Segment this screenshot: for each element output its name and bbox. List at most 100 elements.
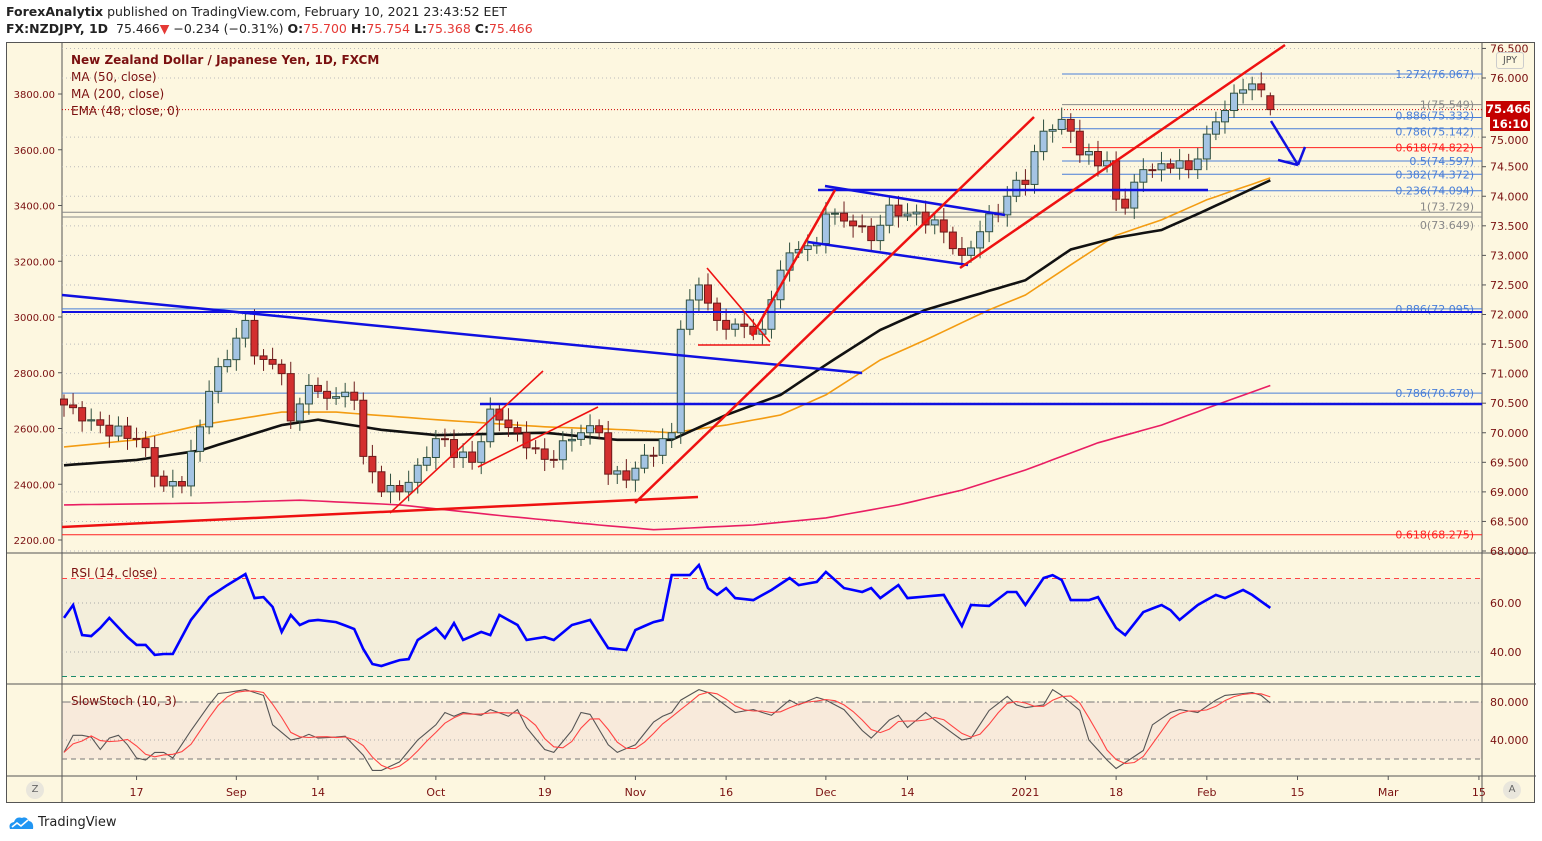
candle-body [186,450,195,487]
candle-body [404,481,413,493]
candle-body [613,470,622,475]
candle-body [1266,95,1275,111]
brand-name: TradingView [38,815,117,830]
time-axis-label: Oct [426,786,446,799]
candle [1003,186,1012,227]
candle [177,476,186,494]
candle-body [350,391,359,401]
candle [1130,174,1139,219]
candle-body [667,432,676,440]
candle [885,195,894,234]
candle [667,422,676,448]
candle-body [141,438,150,449]
candle [604,420,613,485]
currency-button[interactable]: JPY [1496,52,1524,69]
candle [586,414,595,445]
candle [595,419,604,440]
candle [558,431,567,470]
red-trendline [61,495,699,529]
price-axis-label: 74.500 [1490,161,1529,174]
stoch-label[interactable]: SlowStoch (10, 3) [71,694,177,708]
candle [622,459,631,489]
candle-body [930,219,939,226]
fib-level-label: 0(73.649) [1420,219,1474,232]
candle-body [1239,89,1248,94]
ma200-line [63,384,1271,531]
candle-body [96,419,105,426]
candle-body [858,225,867,228]
candle-body [1157,163,1166,171]
candle [350,381,359,411]
rsi-label[interactable]: RSI (14, close) [71,566,158,580]
time-axis-label: Sep [226,786,247,799]
candle [1239,78,1248,104]
legend-ema48[interactable]: EMA (48, close, 0) [71,104,180,118]
price-axis-label: 72.000 [1490,309,1529,322]
candle [196,419,205,462]
legend-ma50[interactable]: MA (50, close) [71,70,157,84]
candle-body [304,384,313,405]
price-change: −0.234 (−0.31%) [173,21,284,36]
price-axis-label: 69.500 [1490,456,1529,469]
candle-body [549,458,558,461]
candle [1230,84,1239,118]
legend-ma200[interactable]: MA (200, close) [71,87,165,101]
candle [985,205,994,243]
candle [1139,158,1148,193]
time-axis-label: 15 [1472,786,1486,799]
tradingview-cloud-icon [9,816,34,829]
candle-body [1112,160,1121,200]
candle [948,226,957,255]
candle-body [1003,195,1012,216]
candle-body [1084,150,1093,156]
auto-scale-button[interactable]: A [1503,781,1521,799]
tradingview-logo[interactable]: TradingView [8,815,117,830]
stoch-axis-label: 80.000 [1490,696,1529,709]
blue-trendline [1296,146,1307,166]
candle [1166,158,1175,174]
candle-body [413,464,422,483]
candle [1148,163,1157,178]
open-value: 75.700 [303,21,347,36]
fib-level-label: 0.786(70.670) [1395,387,1474,400]
low-value: 75.368 [427,21,471,36]
candle-body [821,213,830,245]
candle [976,220,985,259]
price-axis-label: 72.500 [1490,279,1529,292]
candle [504,408,513,437]
candle-body [368,455,377,473]
candle [123,416,132,450]
zoom-reset-button[interactable]: Z [26,781,44,799]
candle-body [640,454,649,469]
candle-body [250,319,259,357]
candle [631,461,640,492]
red-trendline [634,116,1035,504]
candle-body [803,245,812,250]
candle [1084,143,1093,165]
candle-body [885,204,894,226]
candle-body [1230,92,1239,112]
candle-body [722,319,731,330]
candle-body [168,481,177,487]
chart-title: New Zealand Dollar / Japanese Yen, 1D, F… [71,53,380,67]
stoch-d-line [63,690,1271,770]
candle-body [468,451,477,463]
blue-trendline [807,240,969,267]
price-axis-label: 73.500 [1490,220,1529,233]
candle-body [1248,83,1257,91]
ma50-line [63,179,1271,467]
candle [640,444,649,474]
candle [450,429,459,468]
candle [540,438,549,472]
fib-level-label: 0.5(74.597) [1409,155,1474,168]
low-label: L: [414,21,428,36]
candle [576,424,585,447]
time-axis-label: 16 [719,786,733,799]
candle-body [703,284,712,304]
candle-body [1257,83,1266,91]
candle-body [513,427,522,434]
blue-trendline [61,293,863,375]
candle-body [694,284,703,301]
down-arrow-icon: ▼ [159,21,170,36]
